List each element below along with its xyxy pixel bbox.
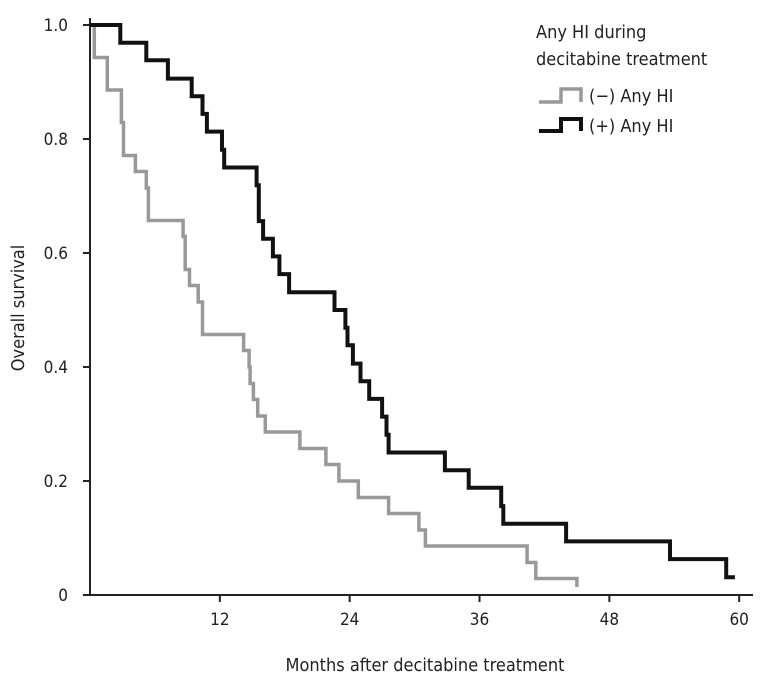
y-tick-label: 0.4 bbox=[44, 358, 68, 378]
curve-any-hi bbox=[90, 23, 735, 580]
y-tick-label: 0 bbox=[58, 586, 68, 606]
y-tick-label: 0.8 bbox=[44, 130, 68, 150]
x-tick-label: 36 bbox=[470, 610, 489, 630]
x-tick-label: 24 bbox=[340, 610, 359, 630]
y-ticks: 0 0.2 0.4 0.6 0.8 1.0 bbox=[44, 16, 90, 606]
x-ticks: 12 24 36 48 60 bbox=[210, 595, 749, 630]
legend-label-no-hi: (−) Any HI bbox=[589, 86, 673, 107]
legend: Any HI during decitabine treatment (−) A… bbox=[536, 22, 707, 137]
y-tick-label: 0.2 bbox=[44, 472, 68, 492]
legend-title-line-1: Any HI during bbox=[536, 22, 646, 43]
y-tick-label: 1.0 bbox=[44, 16, 68, 36]
x-tick-label: 12 bbox=[210, 610, 229, 630]
legend-label-any-hi: (+) Any HI bbox=[589, 116, 673, 137]
legend-title-line-2: decitabine treatment bbox=[536, 49, 707, 70]
x-axis-title: Months after decitabine treatment bbox=[285, 655, 564, 676]
x-tick-label: 60 bbox=[729, 610, 748, 630]
y-tick-label: 0.6 bbox=[44, 244, 68, 264]
curve-no-hi bbox=[90, 23, 579, 587]
legend-swatch-any-hi bbox=[539, 117, 583, 133]
legend-swatch-no-hi bbox=[539, 87, 583, 104]
y-axis-title: Overall survival bbox=[8, 245, 29, 371]
x-tick-label: 48 bbox=[600, 610, 619, 630]
